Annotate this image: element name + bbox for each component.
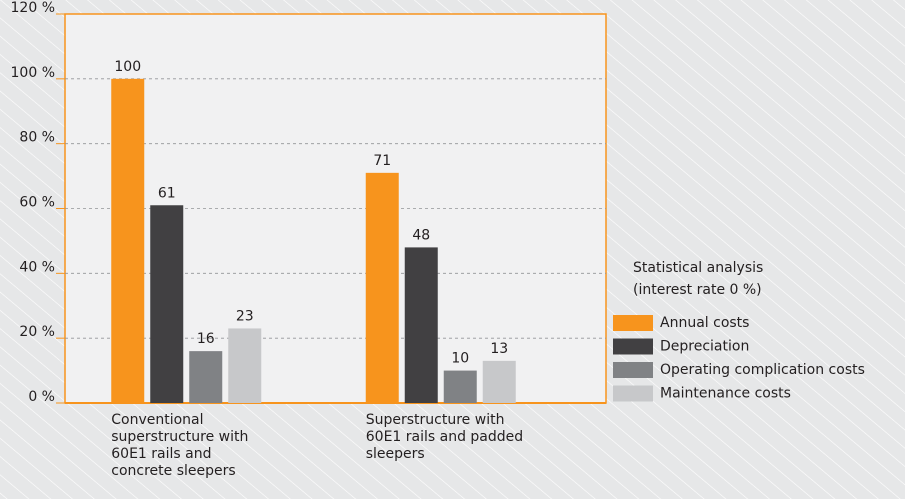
bar (228, 328, 262, 403)
legend-label: Maintenance costs (660, 386, 791, 402)
bar (189, 351, 223, 403)
value-label: 100 (114, 59, 141, 75)
bar (365, 172, 399, 403)
bar (150, 205, 184, 403)
legend-swatch (613, 362, 653, 378)
value-label: 61 (158, 185, 176, 201)
legend-swatch (613, 385, 653, 402)
legend-label: Annual costs (660, 315, 749, 331)
value-label: 23 (236, 308, 254, 324)
value-label: 71 (373, 153, 391, 169)
y-tick-label: 80 % (19, 130, 55, 146)
value-label: 16 (197, 331, 215, 347)
legend-title: Statistical analysis (633, 260, 763, 276)
y-tick-label: 120 % (11, 0, 55, 16)
bar (482, 360, 516, 403)
legend-swatch (613, 338, 653, 355)
bar (443, 370, 477, 403)
legend-label: Depreciation (660, 339, 749, 355)
x-tick-label: Superstructure with 60E1 rails and padde… (365, 412, 524, 462)
legend-label: Operating complication costs (660, 362, 865, 378)
legend-title: (interest rate 0 %) (633, 282, 762, 298)
value-label: 10 (451, 351, 469, 367)
y-tick-label: 20 % (19, 324, 55, 340)
value-label: 48 (412, 227, 430, 243)
y-tick-label: 0 % (28, 389, 55, 405)
x-tick-label: Conventional superstructure with 60E1 ra… (111, 412, 249, 479)
bar (111, 78, 145, 403)
y-tick-label: 40 % (19, 259, 55, 275)
legend-swatch (613, 315, 653, 331)
y-tick-label: 100 % (11, 65, 55, 81)
bar (404, 247, 438, 403)
value-label: 13 (490, 341, 508, 357)
y-tick-label: 60 % (19, 195, 55, 211)
